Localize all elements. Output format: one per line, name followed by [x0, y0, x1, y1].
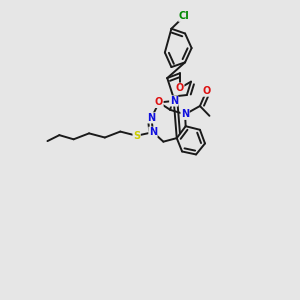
Text: O: O — [176, 83, 184, 93]
Text: O: O — [202, 86, 211, 96]
Text: N: N — [170, 96, 178, 106]
Text: N: N — [149, 127, 157, 137]
Text: N: N — [181, 109, 189, 119]
Text: O: O — [155, 98, 163, 107]
Text: S: S — [133, 131, 140, 141]
Text: Cl: Cl — [179, 11, 190, 21]
Text: N: N — [147, 113, 155, 123]
